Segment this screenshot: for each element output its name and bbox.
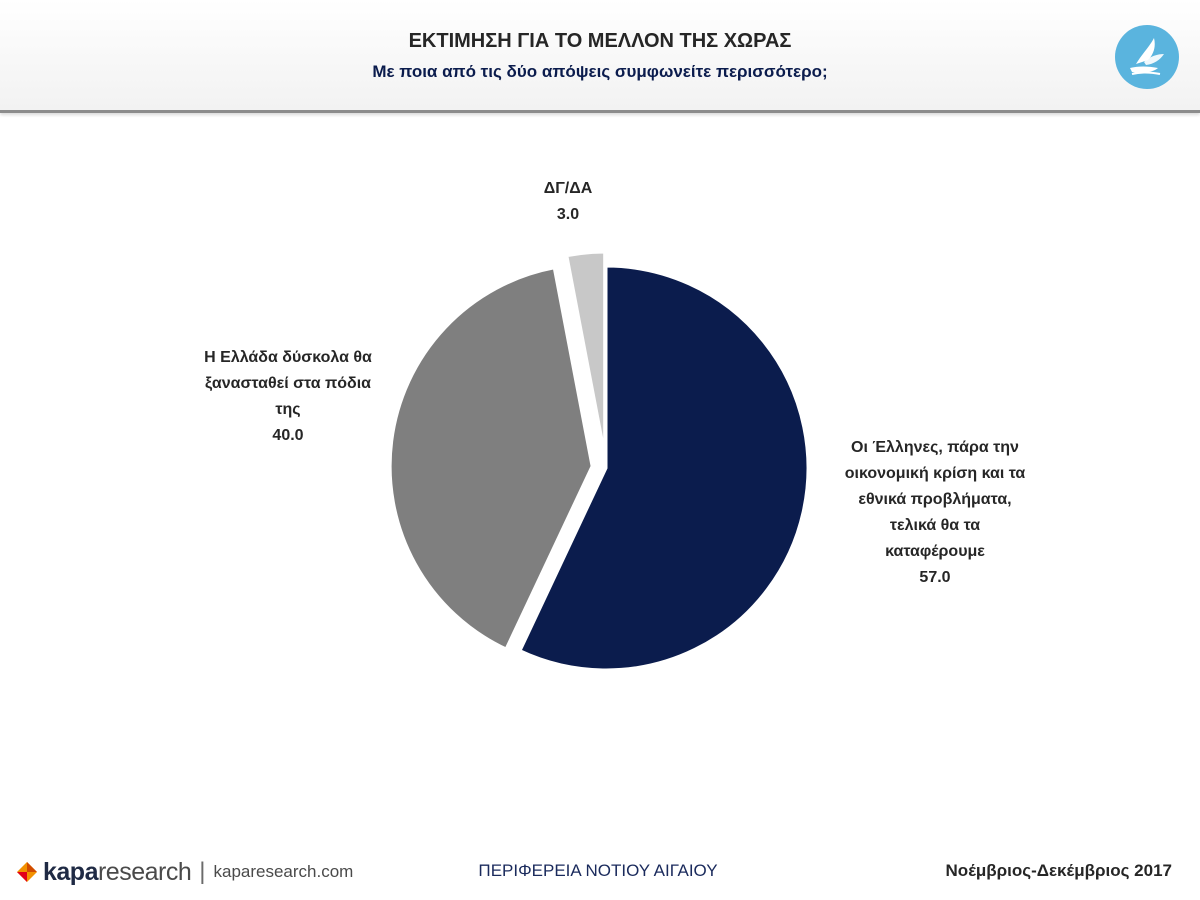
slice-label-line: της	[275, 401, 300, 418]
slice-label-1: Οι Έλληνες, πάρα την οικονομική κρίση και…	[845, 439, 1026, 586]
slice-label-line: Οι Έλληνες, πάρα την	[851, 439, 1019, 456]
slice-label-line: Η Ελλάδα δύσκολα θα	[204, 349, 372, 366]
survey-date: Νοέμβριος-Δεκέμβριος 2017	[945, 861, 1172, 880]
kapa-research-logo: kaparesearch | kaparesearch.com	[14, 852, 353, 892]
page-title: ΕΚΤΙΜΗΣΗ ΓΙΑ ΤΟ ΜΕΛΛΟΝ ΤΗΣ ΧΩΡΑΣ	[408, 30, 792, 52]
region-label: ΠΕΡΙΦΕΡΕΙΑ ΝΟΤΙΟΥ ΑΙΓΑΙΟΥ	[478, 861, 718, 880]
slice-value-label: 40.0	[272, 427, 303, 444]
slice-label-line: εθνικά προβλήματα,	[858, 491, 1011, 508]
slice-value-label: 3.0	[557, 206, 579, 223]
header-bar: ΕΚΤΙΜΗΣΗ ΓΙΑ ΤΟ ΜΕΛΛΟΝ ΤΗΣ ΧΩΡΑΣ Με ποια…	[0, 0, 1200, 113]
kapa-mark-icon	[17, 862, 37, 882]
slice-label-line: οικονομική κρίση και τα	[845, 465, 1026, 482]
slice-label-3: ΔΓ/ΔΑ 3.0	[544, 180, 593, 223]
brand-name-rest: research	[97, 857, 192, 886]
brand-name-bold: kapa	[43, 857, 98, 886]
pie-slice-1	[517, 264, 810, 672]
brand-url: kaparesearch.com	[213, 862, 354, 881]
slice-label-2: Η Ελλάδα δύσκολα θα ξανασταθεί στα πόδια τ…	[204, 349, 372, 444]
pie-slice-2	[388, 266, 594, 652]
brand-separator: |	[199, 858, 206, 885]
slice-label-line: ΔΓ/ΔΑ	[544, 180, 593, 197]
dove-hand-logo-icon	[1115, 25, 1179, 89]
page-subtitle: Με ποια από τις δύο απόψεις συμφωνείτε π…	[372, 62, 828, 81]
slice-label-line: καταφέρουμε	[885, 543, 985, 560]
slice-label-line: ξανασταθεί στα πόδια	[205, 375, 371, 392]
brand-name: kaparesearch	[43, 857, 192, 887]
slice-label-line: τελικά θα τα	[890, 517, 980, 534]
pie-slice-3	[565, 250, 607, 455]
slice-value-label: 57.0	[919, 569, 950, 586]
